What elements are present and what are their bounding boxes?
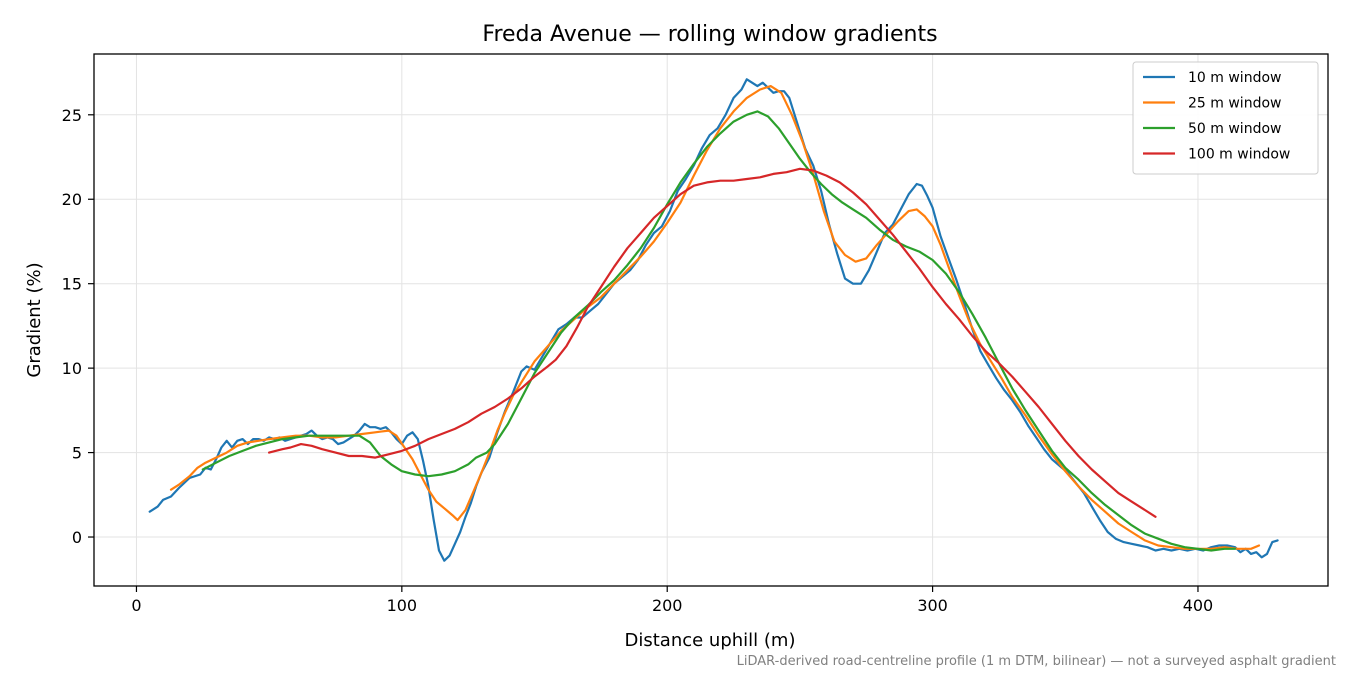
legend-label: 100 m window — [1188, 147, 1290, 163]
y-tick-label: 5 — [72, 444, 82, 463]
legend-box — [1132, 61, 1319, 175]
x-tick-label: 0 — [131, 596, 141, 615]
y-axis-label: Gradient (%) — [24, 262, 45, 377]
x-tick-label: 200 — [652, 596, 683, 615]
caption: LiDAR-derived road-centreline profile (1… — [737, 654, 1336, 669]
x-tick-label: 300 — [917, 596, 948, 615]
y-tick-label: 0 — [72, 528, 82, 547]
x-tick-label: 100 — [387, 596, 418, 615]
legend-label: 25 m window — [1188, 96, 1281, 112]
x-axis-label: Distance uphill (m) — [625, 630, 796, 651]
series-layer — [148, 78, 1279, 562]
y-tick-label: 20 — [62, 190, 82, 209]
y-tick-label: 25 — [62, 106, 82, 125]
legend-label: 10 m window — [1188, 70, 1281, 86]
y-tick-label: 15 — [62, 275, 82, 294]
x-tick-label: 400 — [1183, 596, 1214, 615]
grid — [94, 54, 1328, 586]
series-line-4 — [268, 167, 1157, 518]
legend: 10 m window 25 m window 50 m window 100 m w… — [1132, 61, 1319, 175]
legend-label: 50 m window — [1188, 121, 1281, 137]
y-tick-label: 10 — [62, 359, 82, 378]
series-line-3 — [201, 110, 1237, 552]
chart-title: Freda Avenue — rolling window gradients — [482, 22, 937, 47]
axis-ticks: 0 100 200 300 400 0 5 10 15 20 25 — [62, 106, 1214, 615]
plot-frame — [93, 53, 1329, 587]
